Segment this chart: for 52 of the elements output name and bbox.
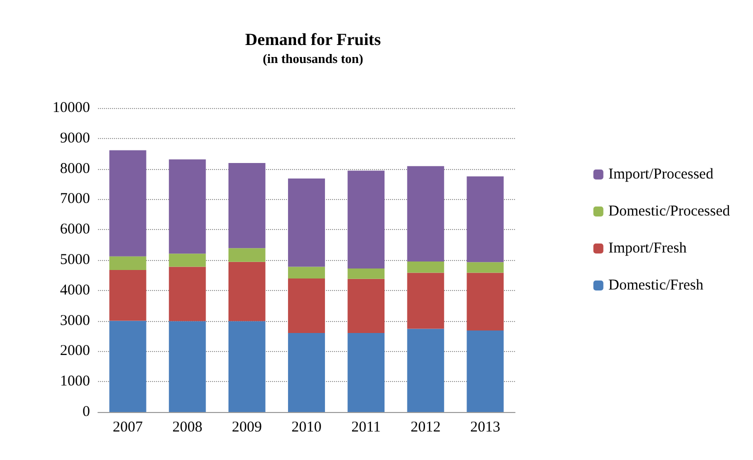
y-tick-label: 3000 bbox=[60, 312, 90, 329]
y-tick-label: 6000 bbox=[60, 222, 90, 238]
y-tick-label: 7000 bbox=[60, 191, 90, 208]
bar bbox=[348, 170, 385, 269]
x-tick-label: 2011 bbox=[351, 420, 381, 436]
bar bbox=[407, 166, 444, 262]
chart-title: Demand for Fruits bbox=[245, 30, 382, 49]
bar bbox=[228, 163, 266, 248]
bar bbox=[407, 272, 444, 329]
x-tick-label: 2010 bbox=[292, 420, 322, 436]
bar bbox=[109, 150, 146, 256]
y-tick-label: 10000 bbox=[52, 100, 90, 116]
bar bbox=[109, 320, 146, 412]
bar bbox=[288, 278, 325, 333]
y-tick-label: 2000 bbox=[60, 343, 90, 360]
bar bbox=[348, 332, 385, 412]
bar bbox=[228, 248, 266, 262]
bar bbox=[168, 266, 206, 322]
bar bbox=[168, 159, 206, 254]
bar bbox=[348, 268, 385, 279]
x-tick-label: 2008 bbox=[172, 420, 202, 436]
bar bbox=[466, 176, 504, 262]
bar bbox=[288, 178, 325, 267]
bar bbox=[288, 266, 325, 279]
bar bbox=[466, 330, 504, 412]
bar bbox=[407, 328, 444, 412]
y-tick-label: 1000 bbox=[60, 374, 90, 390]
x-tick-label: 2012 bbox=[410, 420, 441, 436]
x-tick-label: 2007 bbox=[112, 420, 144, 436]
bar bbox=[109, 270, 146, 321]
x-tick-label: 2013 bbox=[470, 420, 500, 436]
bar bbox=[228, 321, 266, 412]
y-tick-label: 5000 bbox=[60, 252, 90, 268]
y-tick-label: 9000 bbox=[60, 130, 90, 146]
x-tick-label: 2009 bbox=[232, 420, 262, 436]
bar bbox=[168, 321, 206, 412]
bar bbox=[466, 262, 504, 273]
bar bbox=[168, 254, 206, 267]
legend-label: Domestic/Fresh bbox=[608, 278, 704, 294]
y-tick-label: 8000 bbox=[60, 160, 90, 177]
y-tick-label: 4000 bbox=[60, 282, 90, 298]
legend-label: Domestic/Processed bbox=[608, 204, 730, 220]
bar bbox=[466, 272, 504, 331]
legend-label: Import/Processed bbox=[608, 166, 714, 182]
bar bbox=[109, 256, 146, 270]
bar bbox=[407, 262, 444, 273]
bar bbox=[228, 262, 266, 322]
bar bbox=[288, 332, 325, 412]
legend-label: Import/Fresh bbox=[608, 240, 688, 256]
y-tick-label: 0 bbox=[82, 404, 90, 420]
bar bbox=[348, 278, 385, 333]
chart-subtitle: (in thousands ton) bbox=[262, 51, 364, 66]
